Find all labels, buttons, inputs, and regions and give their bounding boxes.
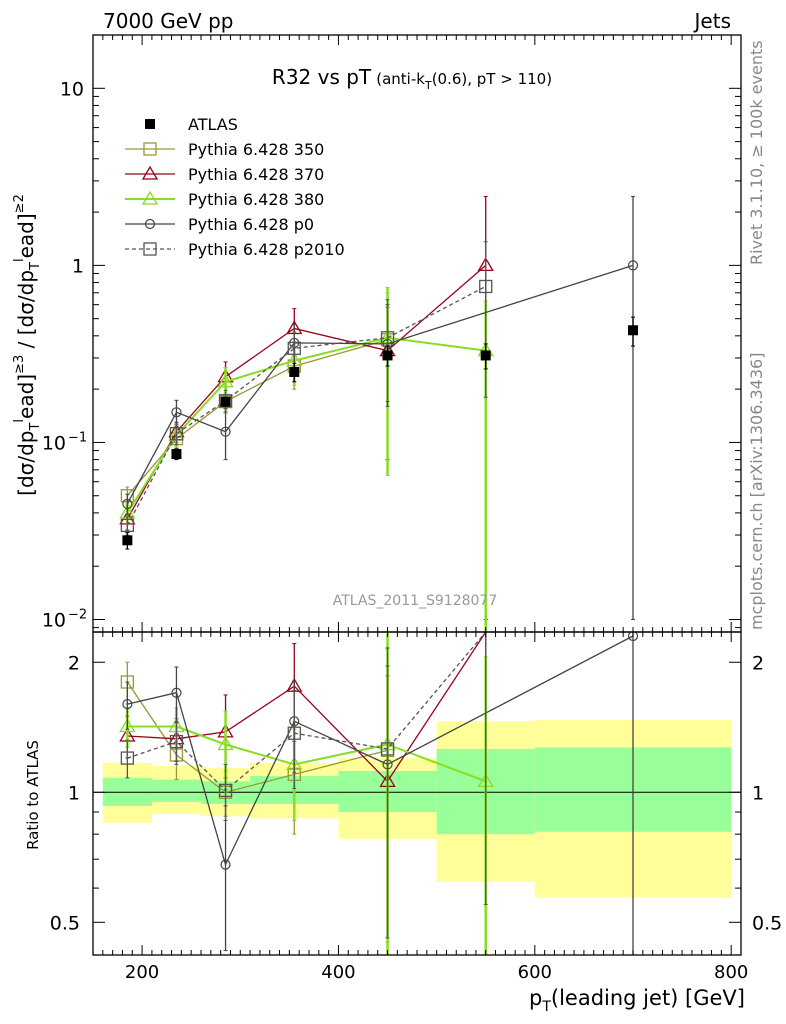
chart-subtitle: (anti-k	[376, 70, 425, 88]
series-line	[127, 635, 634, 867]
data-point-marker	[120, 751, 135, 765]
header-left: 7000 GeV pp	[103, 9, 234, 33]
data-point-marker	[479, 279, 493, 294]
data-point-marker	[217, 736, 234, 751]
series-pythia-6-428-p2010	[120, 632, 488, 939]
legend-label: Pythia 6.428 350	[188, 140, 324, 159]
data-point-marker	[171, 687, 182, 698]
ratio-y-tick-label-right: 1	[752, 782, 764, 804]
data-point-marker	[122, 498, 133, 509]
chart-title: R32 vs pT (anti-kT(0.6), pT > 110)	[272, 65, 552, 92]
data-point-marker	[220, 426, 231, 437]
y-tick-label: 10	[42, 432, 66, 454]
data-point-marker	[143, 142, 157, 156]
data-point-marker	[287, 341, 301, 355]
legend-item: ATLAS	[145, 115, 238, 134]
data-point-marker	[144, 218, 156, 230]
y-axis-title-main: [dσ/dpTlead]≥3 / [dσ/dpTlead]≥2	[12, 194, 43, 496]
y-tick-label-exponent: −1	[68, 430, 87, 445]
x-tick-label: 200	[125, 962, 159, 983]
series-line	[126, 264, 634, 505]
data-point-marker	[141, 165, 159, 180]
legend-item: Pythia 6.428 p0	[125, 215, 314, 234]
series-atlas	[122, 316, 638, 550]
ratio-y-tick-label-right: 2	[752, 652, 764, 674]
data-point-marker	[382, 350, 393, 361]
data-point-marker	[169, 427, 184, 441]
data-point-marker	[122, 535, 133, 546]
ratio-y-tick-label: 2	[68, 652, 80, 674]
data-point-marker	[627, 260, 639, 271]
x-axis-title: pT(leading jet) [GeV]	[529, 986, 745, 1015]
data-point-marker	[480, 350, 491, 361]
data-point-marker	[145, 119, 155, 129]
y-tick-label: 10	[60, 78, 84, 100]
x-tick-label: 400	[321, 962, 355, 983]
data-point-marker	[627, 632, 639, 642]
data-point-marker	[217, 373, 234, 388]
data-point-marker	[380, 742, 395, 756]
data-point-marker	[171, 449, 182, 460]
legend-item: Pythia 6.428 350	[125, 140, 324, 159]
data-point-marker	[220, 396, 231, 407]
mcplots-label: mcplots.cern.ch [arXiv:1306.3436]	[747, 353, 766, 630]
y-tick-label: 1	[72, 255, 84, 277]
data-point-marker	[628, 325, 638, 336]
header-right: Jets	[693, 9, 731, 33]
series-line	[127, 632, 487, 792]
data-point-marker	[141, 190, 159, 205]
chart-title-main: R32 vs pT	[272, 65, 372, 89]
data-point-marker	[287, 726, 301, 740]
legend: ATLAS Pythia 6.428 350 Pythia 6.428 370 Pyt…	[125, 115, 345, 259]
data-point-marker	[380, 331, 395, 345]
legend-label: Pythia 6.428 p2010	[188, 240, 345, 259]
ratio-panel: 200 400 600 800 0.5 0.5 1 1 2 2	[50, 631, 782, 983]
data-point-marker	[122, 699, 133, 710]
x-tick-label: 800	[714, 962, 748, 983]
y-tick-label-exponent: −2	[68, 608, 87, 623]
rivet-label: Rivet 3.1.10, ≥ 100k events	[747, 40, 766, 265]
data-point-marker	[289, 366, 300, 377]
y-axis-title-ratio: Ratio to ATLAS	[24, 740, 42, 850]
legend-label: Pythia 6.428 380	[188, 190, 324, 209]
data-point-marker	[171, 407, 182, 418]
legend-label: Pythia 6.428 370	[188, 165, 324, 184]
ratio-y-tick-label-right: 0.5	[752, 912, 782, 934]
series-line	[126, 285, 487, 526]
y-axis-sub-1: T	[28, 423, 43, 432]
analysis-label: ATLAS_2011_S9128077	[333, 593, 498, 609]
data-point-marker	[169, 734, 184, 749]
data-point-marker	[143, 242, 157, 256]
legend-item: Pythia 6.428 380	[125, 190, 324, 209]
stat-uncertainty-band	[151, 779, 201, 802]
legend-label: Pythia 6.428 p0	[188, 215, 314, 234]
x-tick-label: 600	[518, 962, 552, 983]
y-tick-label: 10	[42, 610, 66, 632]
legend-item: Pythia 6.428 370	[125, 165, 324, 184]
data-point-marker	[119, 718, 136, 733]
ratio-y-tick-label: 1	[68, 782, 80, 804]
data-point-marker	[120, 518, 135, 533]
legend-label: ATLAS	[188, 115, 238, 134]
data-point-marker	[220, 859, 231, 870]
series-line	[127, 725, 487, 783]
legend-item: Pythia 6.428 p2010	[125, 240, 345, 259]
data-point-marker	[218, 783, 233, 798]
ratio-y-tick-label: 0.5	[50, 912, 80, 934]
